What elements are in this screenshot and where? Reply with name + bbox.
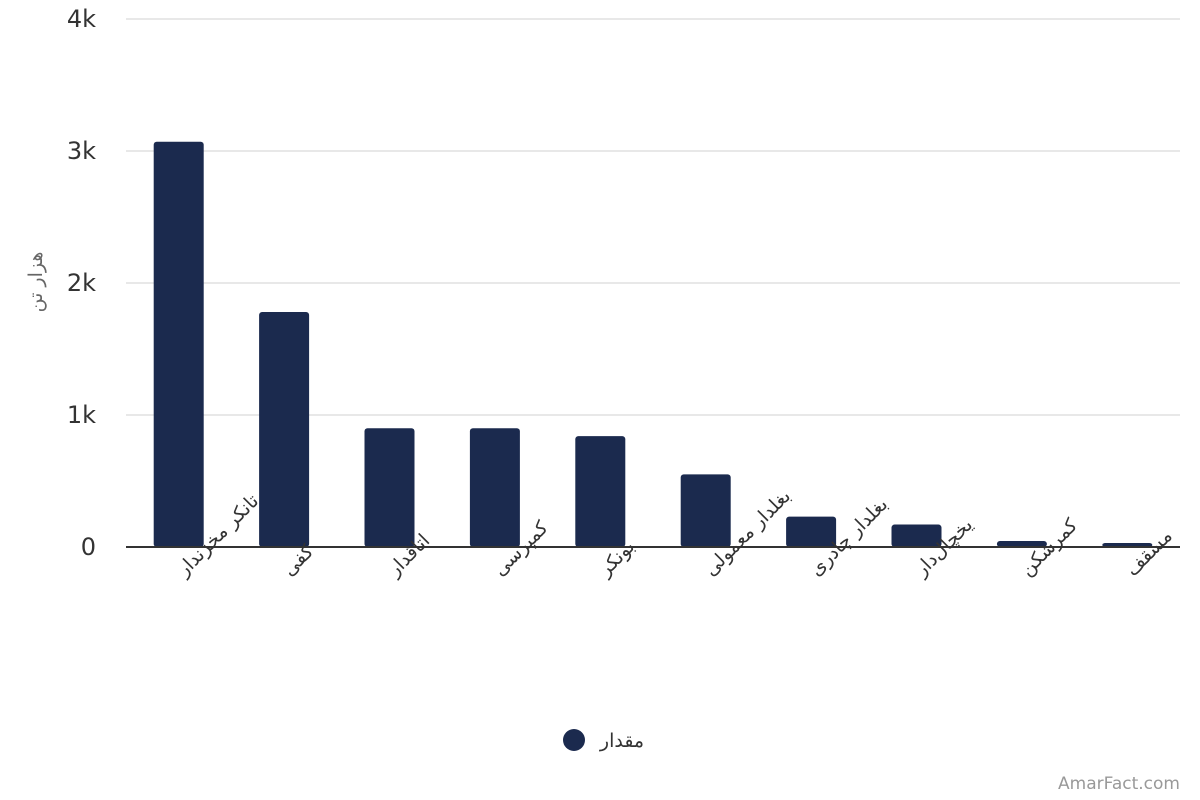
x-tick-label: مسقف [1121,525,1176,580]
y-tick-label: 1k [67,401,96,429]
grid-lines [126,18,1180,416]
bar[interactable] [680,474,731,547]
bar[interactable] [575,436,626,547]
y-tick-label: 3k [67,137,96,165]
y-axis-label: هزار تن [25,252,47,313]
x-axis-ticks: تانکر مخزندار کفی اتاقدار کمپرسی بونکر بغلدار… [172,485,1177,581]
credit-text: AmarFact.com [1058,774,1180,794]
y-tick-label: 4k [67,5,96,33]
bar[interactable] [469,428,520,547]
legend-series-label: مقدار [599,730,644,752]
bar[interactable] [786,516,837,547]
bar[interactable] [996,541,1047,547]
bar[interactable] [891,524,942,547]
bar[interactable] [153,141,204,547]
legend-marker [563,729,585,751]
legend[interactable]: مقدار [563,729,644,752]
bars [153,141,1153,547]
y-tick-label: 0 [81,533,96,561]
bar[interactable] [259,312,310,547]
y-axis-ticks: 0 1k 2k 3k 4k [67,5,96,561]
bar[interactable] [364,428,415,547]
y-tick-label: 2k [67,269,96,297]
